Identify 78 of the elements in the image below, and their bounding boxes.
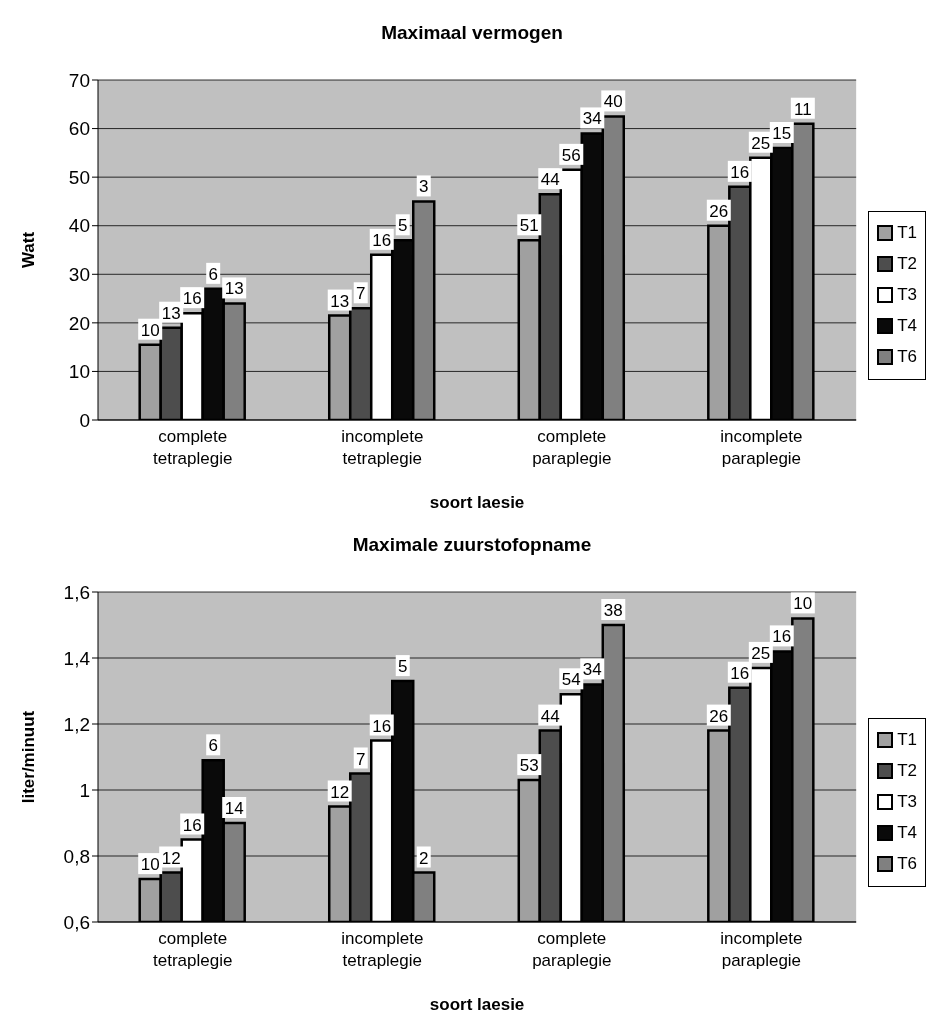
- annotation: 10: [140, 320, 160, 340]
- annotation: 56: [561, 145, 581, 165]
- legend-label: T3: [897, 285, 917, 305]
- annotation: 13: [330, 291, 350, 311]
- annotation: 3: [419, 177, 429, 197]
- annotation: 13: [161, 303, 181, 323]
- annotation: 25: [751, 133, 771, 153]
- annotation: 34: [582, 109, 602, 129]
- annotation: 5: [398, 657, 408, 677]
- annotation: 16: [372, 230, 392, 250]
- annotation: 34: [582, 660, 602, 680]
- legend-label: T2: [897, 254, 917, 274]
- legend-label: T6: [897, 854, 917, 874]
- x-axis-title: soort laesie: [429, 995, 525, 1014]
- annotation: 44: [540, 170, 560, 190]
- y-tick-label: 20: [68, 312, 90, 334]
- annotation: 38: [603, 601, 623, 620]
- y-tick-label: 0,8: [63, 845, 90, 867]
- legend-label: T4: [897, 316, 917, 336]
- x-tick-label: incomplete tetraplegie: [341, 427, 424, 468]
- legend-label: T3: [897, 792, 917, 812]
- annotation: 40: [603, 92, 623, 112]
- annotation: 44: [540, 706, 560, 726]
- y-tick-label: 0,6: [63, 911, 90, 933]
- y-tick-label: 40: [68, 215, 90, 237]
- annotation: 12: [330, 782, 350, 802]
- annotation: 16: [182, 289, 202, 309]
- annotation: 26: [709, 201, 729, 221]
- x-tick-label: complete paraplegie: [532, 929, 612, 970]
- y-tick-label: 60: [68, 118, 90, 140]
- annotation: 14: [224, 799, 244, 818]
- y-tick-label: 30: [68, 264, 90, 286]
- x-tick-label: complete tetraplegie: [153, 427, 233, 468]
- annotation: 7: [356, 749, 366, 769]
- chart-title: Maximaal vermogen: [380, 21, 564, 45]
- annotation: 16: [372, 716, 392, 736]
- annotation: 6: [208, 736, 218, 756]
- annotation: 15: [772, 124, 792, 143]
- legend-label: T1: [897, 223, 917, 243]
- annotation: 16: [772, 627, 792, 647]
- x-tick-label: complete paraplegie: [532, 427, 612, 468]
- annotation: 6: [208, 264, 218, 284]
- x-tick-label: complete tetraplegie: [153, 929, 233, 970]
- y-tick-label: 0: [79, 409, 90, 431]
- annotation: 26: [709, 706, 729, 726]
- annotation: 12: [161, 848, 181, 868]
- x-tick-label: incomplete paraplegie: [720, 929, 803, 970]
- annotation: 54: [561, 670, 581, 690]
- annotation: 11: [793, 99, 812, 119]
- annotation: 2: [419, 848, 429, 868]
- y-tick-label: 50: [68, 166, 90, 188]
- y-tick-label: 1,4: [63, 647, 91, 669]
- y-tick-label: 70: [68, 69, 90, 91]
- chart-title: Maximale zuurstofopname: [351, 533, 593, 557]
- legend-label: T6: [897, 347, 917, 367]
- annotation: 16: [730, 162, 750, 182]
- legend-label: T2: [897, 761, 917, 781]
- annotation: 25: [751, 643, 771, 663]
- annotation: 51: [519, 216, 539, 236]
- y-axis-title: Watt: [19, 231, 39, 269]
- annotation: 16: [730, 663, 750, 683]
- x-tick-label: incomplete tetraplegie: [341, 929, 424, 970]
- y-tick-label: 10: [68, 361, 90, 383]
- y-tick-label: 1: [79, 779, 90, 801]
- y-axis-title: liter/minuut: [19, 710, 39, 804]
- y-tick-label: 1,6: [63, 581, 90, 603]
- annotation: 5: [398, 216, 408, 236]
- annotation: 13: [224, 279, 244, 299]
- annotation: 10: [140, 855, 160, 875]
- annotation: 16: [182, 815, 202, 835]
- legend-label: T1: [897, 730, 917, 750]
- y-tick-label: 1,2: [63, 713, 90, 735]
- annotation: 53: [519, 756, 539, 776]
- x-tick-label: incomplete paraplegie: [720, 427, 803, 468]
- x-axis-title: soort laesie: [429, 493, 525, 512]
- annotation: 10: [793, 594, 813, 614]
- legend-label: T4: [897, 823, 917, 843]
- annotation: 7: [356, 284, 366, 304]
